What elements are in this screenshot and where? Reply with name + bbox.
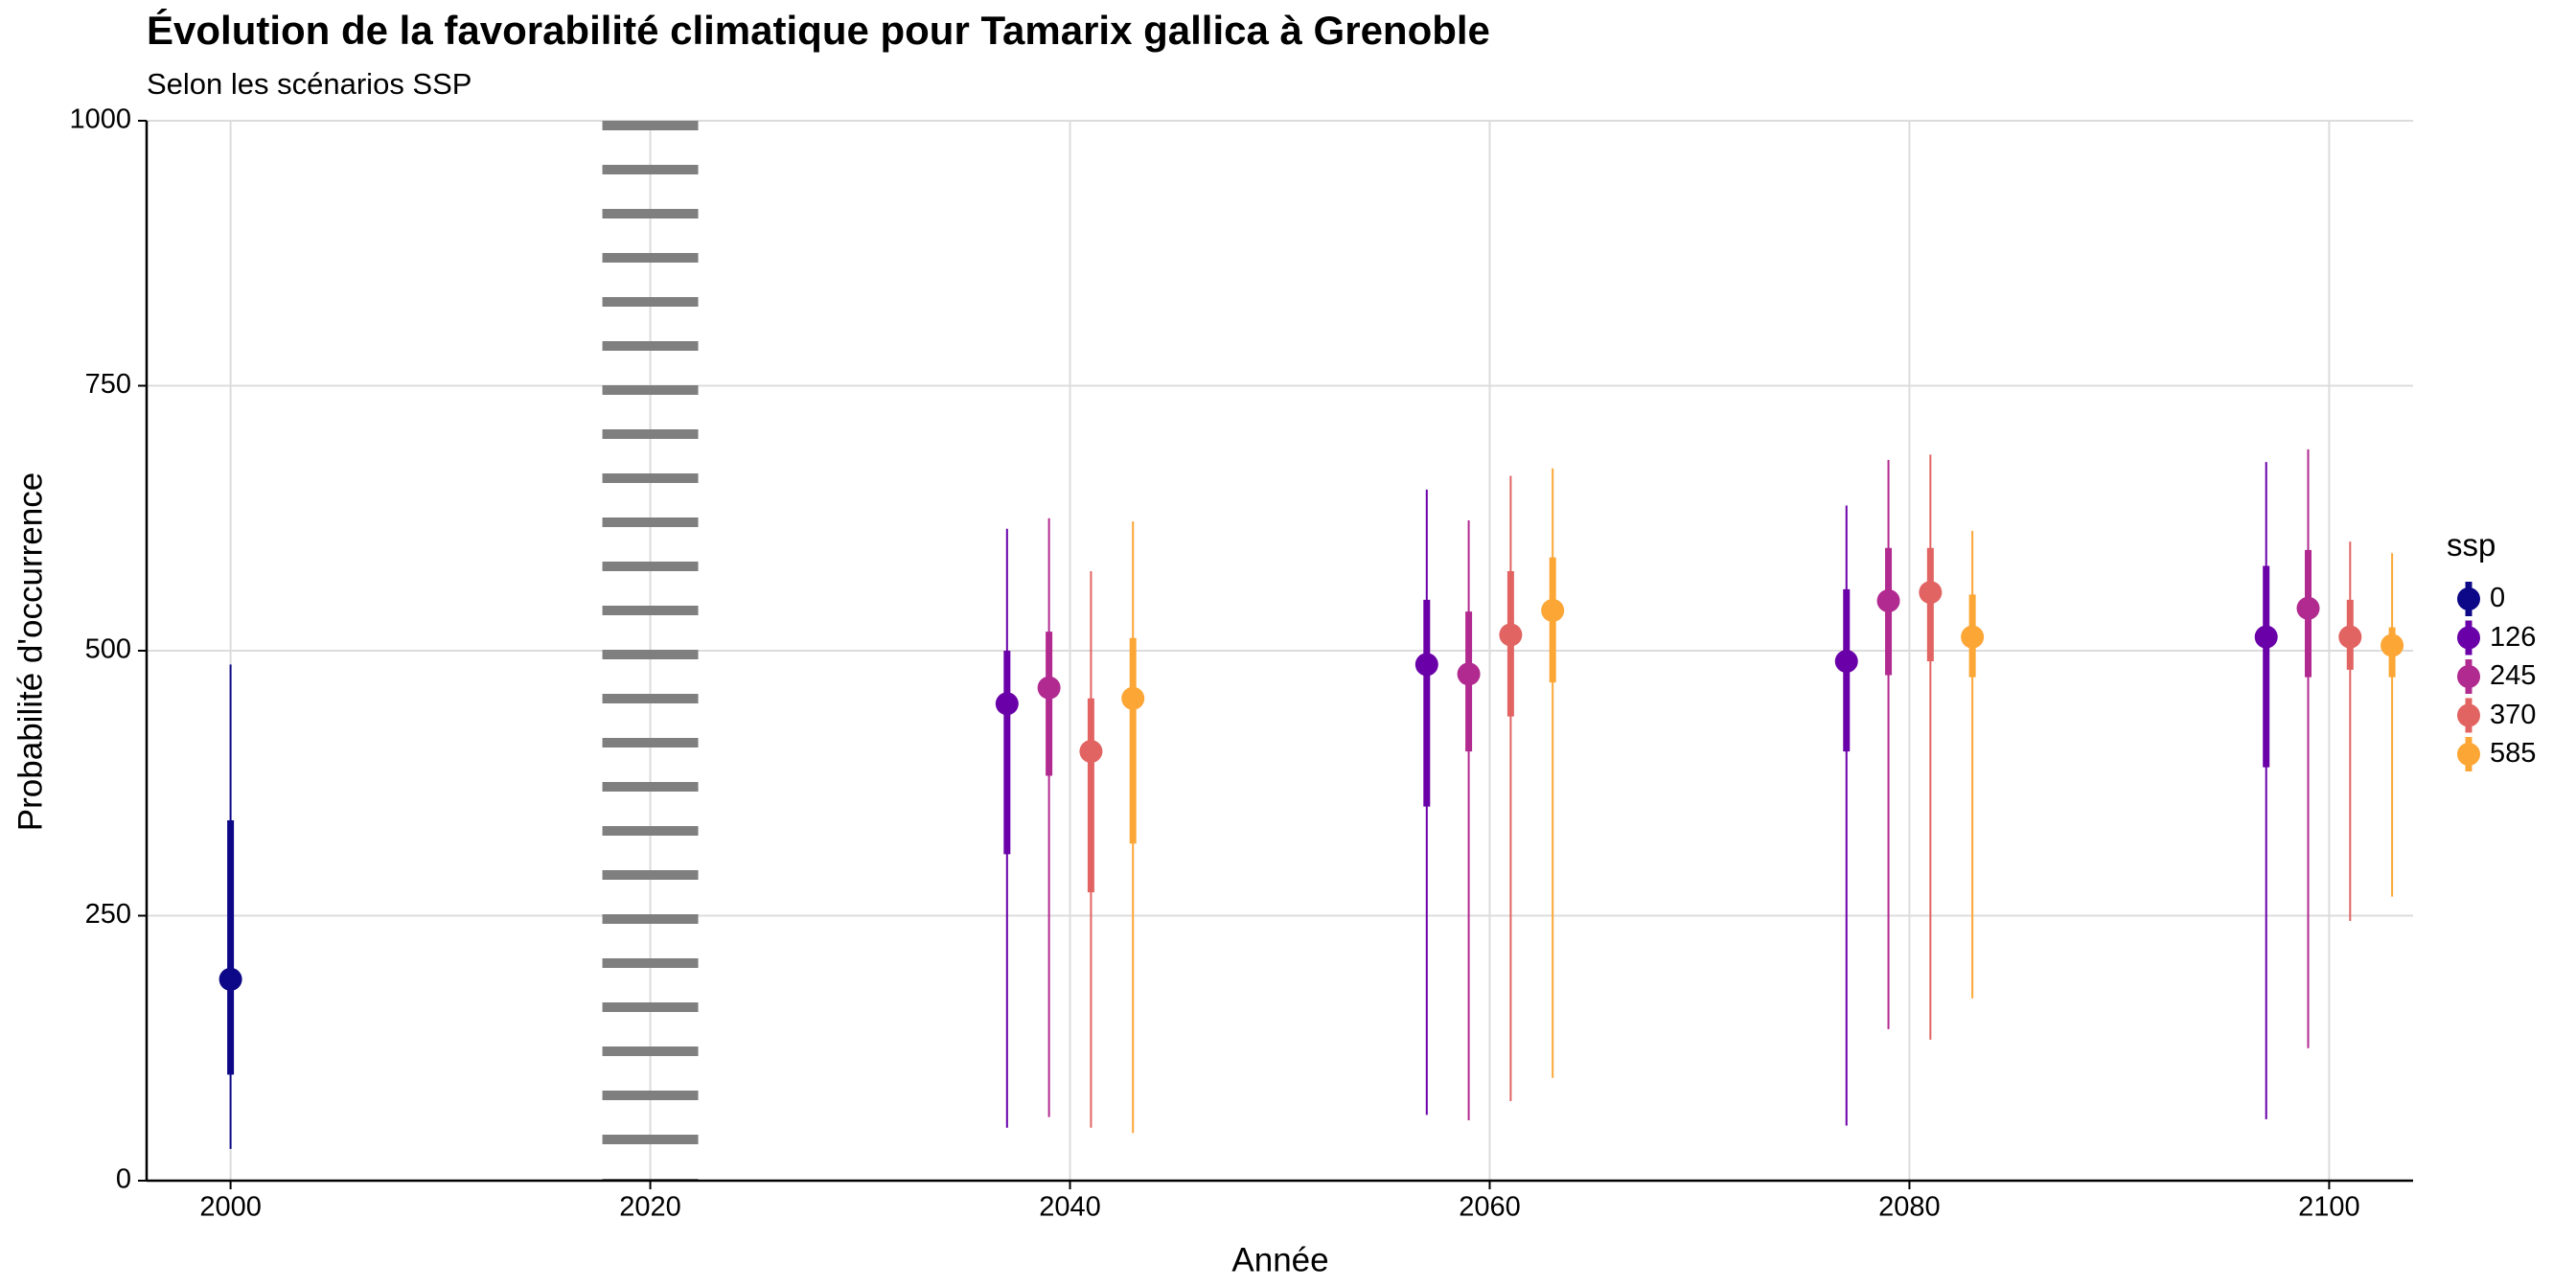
y-axis-label: Probabilité d'occurrence [12, 472, 49, 831]
data-marks [218, 448, 2404, 1149]
median-point [1961, 625, 1985, 649]
x-tick-label-2100: 2100 [2298, 1192, 2360, 1223]
median-point [1079, 740, 1103, 764]
pointrange-ssp585-2083 [1961, 531, 1985, 999]
median-point [2380, 633, 2404, 657]
x-axis-label: Année [1231, 1241, 1328, 1278]
pointrange-ssp126-2037 [995, 528, 1019, 1128]
y-tick-label-750: 750 [85, 369, 131, 400]
legend-key-point [2457, 703, 2480, 727]
legend-key-point [2457, 665, 2480, 688]
pointrange-ssp370-2061 [1499, 475, 1523, 1102]
pointrange-ssp245-2059 [1457, 519, 1481, 1120]
legend-title: ssp [2447, 527, 2496, 563]
median-point [218, 967, 242, 991]
pointrange-ssp585-2063 [1541, 468, 1565, 1078]
pointrange-ssp245-2079 [1876, 459, 1900, 1029]
x-tick-label-2020: 2020 [619, 1192, 681, 1223]
chart-subtitle: Selon les scénarios SSP [147, 67, 472, 101]
pointrange-ssp0-2000 [218, 664, 242, 1149]
pointrange-ssp585-2103 [2380, 553, 2404, 897]
legend-key-245 [2457, 659, 2480, 694]
median-point [1414, 653, 1438, 677]
legend-key-370 [2457, 698, 2480, 733]
median-point [1834, 650, 1858, 674]
pointrange-ssp245-2039 [1037, 518, 1061, 1117]
y-tick-label-250: 250 [85, 899, 131, 930]
median-point [2296, 596, 2320, 620]
grid-lines [147, 120, 2413, 1182]
median-point [1037, 676, 1061, 700]
pointrange-ssp370-2081 [1919, 454, 1943, 1040]
x-tick-label-2060: 2060 [1459, 1192, 1521, 1223]
legend-key-126 [2457, 620, 2480, 656]
x-tick-label-2080: 2080 [1878, 1192, 1941, 1223]
y-tick-label-500: 500 [85, 634, 131, 665]
median-point [1121, 686, 1145, 710]
median-point [1541, 598, 1565, 622]
chart-title: Évolution de la favorabilité climatique … [147, 8, 1490, 53]
median-point [995, 692, 1019, 716]
legend-key-point [2457, 743, 2480, 766]
y-tick-label-1000: 1000 [69, 104, 131, 135]
median-point [1919, 581, 1943, 605]
legend-label-370: 370 [2490, 699, 2537, 730]
pointrange-ssp370-2041 [1079, 571, 1103, 1128]
legend-keys [2457, 582, 2480, 771]
pointrange-ssp370-2101 [2338, 541, 2362, 922]
legend-label-0: 0 [2490, 583, 2506, 613]
median-point [1876, 589, 1900, 613]
pointrange-ssp126-2057 [1414, 489, 1438, 1116]
legend-label-585: 585 [2490, 738, 2537, 769]
legend-key-585 [2457, 737, 2480, 771]
legend-label-126: 126 [2490, 621, 2537, 653]
axes [138, 120, 2413, 1189]
pointrange-ssp585-2043 [1121, 521, 1145, 1134]
x-tick-label-2040: 2040 [1039, 1192, 1101, 1223]
x-tick-label-2000: 2000 [199, 1192, 262, 1223]
legend-key-point [2457, 626, 2480, 650]
legend-key-0 [2457, 582, 2480, 616]
legend-label-245: 245 [2490, 660, 2537, 691]
median-point [1499, 623, 1523, 647]
pointrange-ssp245-2099 [2296, 448, 2320, 1048]
median-point [1457, 662, 1481, 686]
median-point [2338, 625, 2362, 649]
pointrange-ssp126-2097 [2254, 462, 2278, 1119]
median-point [2254, 625, 2278, 649]
pointrange-ssp126-2077 [1834, 505, 1858, 1126]
y-tick-label-0: 0 [116, 1164, 131, 1195]
legend-key-point [2457, 587, 2480, 610]
tick-labels: 2000 2020 2040 2060 2080 2100 0 250 500 750 1000 [69, 104, 2359, 1223]
